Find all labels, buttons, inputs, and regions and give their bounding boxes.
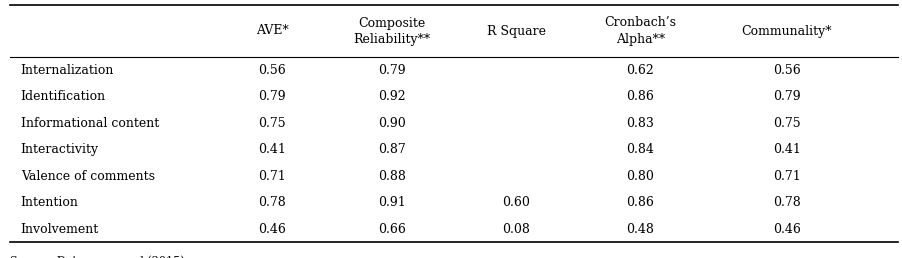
Text: 0.78: 0.78	[772, 196, 800, 209]
Text: 0.41: 0.41	[772, 143, 800, 156]
Text: 0.91: 0.91	[378, 196, 405, 209]
Text: 0.79: 0.79	[772, 90, 800, 103]
Text: 0.66: 0.66	[377, 223, 405, 236]
Text: 0.62: 0.62	[626, 64, 654, 77]
Text: AVE*: AVE*	[255, 25, 288, 37]
Text: 0.84: 0.84	[626, 143, 654, 156]
Text: 0.60: 0.60	[502, 196, 529, 209]
Text: 0.75: 0.75	[258, 117, 285, 130]
Text: 0.87: 0.87	[378, 143, 405, 156]
Text: Intention: Intention	[21, 196, 78, 209]
Text: Informational content: Informational content	[21, 117, 159, 130]
Text: 0.75: 0.75	[772, 117, 800, 130]
Text: Source: Data processed (2015): Source: Data processed (2015)	[10, 255, 184, 258]
Text: 0.56: 0.56	[258, 64, 286, 77]
Text: Valence of comments: Valence of comments	[21, 170, 154, 183]
Text: 0.48: 0.48	[626, 223, 654, 236]
Text: Cronbach’s
Alpha**: Cronbach’s Alpha**	[603, 17, 676, 45]
Text: 0.41: 0.41	[258, 143, 286, 156]
Text: Internalization: Internalization	[21, 64, 114, 77]
Text: Composite
Reliability**: Composite Reliability**	[353, 17, 430, 45]
Text: Involvement: Involvement	[21, 223, 99, 236]
Text: 0.90: 0.90	[378, 117, 405, 130]
Text: 0.71: 0.71	[258, 170, 286, 183]
Text: 0.83: 0.83	[626, 117, 654, 130]
Text: 0.46: 0.46	[772, 223, 800, 236]
Text: 0.80: 0.80	[626, 170, 654, 183]
Text: 0.92: 0.92	[378, 90, 405, 103]
Text: 0.46: 0.46	[258, 223, 286, 236]
Text: 0.88: 0.88	[377, 170, 405, 183]
Text: 0.86: 0.86	[626, 90, 654, 103]
Text: 0.08: 0.08	[502, 223, 529, 236]
Text: Communality*: Communality*	[741, 25, 832, 37]
Text: 0.79: 0.79	[258, 90, 285, 103]
Text: 0.71: 0.71	[772, 170, 800, 183]
Text: Interactivity: Interactivity	[21, 143, 98, 156]
Text: R Square: R Square	[486, 25, 545, 37]
Text: 0.78: 0.78	[258, 196, 286, 209]
Text: Identification: Identification	[21, 90, 106, 103]
Text: 0.56: 0.56	[772, 64, 800, 77]
Text: 0.86: 0.86	[626, 196, 654, 209]
Text: 0.79: 0.79	[378, 64, 405, 77]
